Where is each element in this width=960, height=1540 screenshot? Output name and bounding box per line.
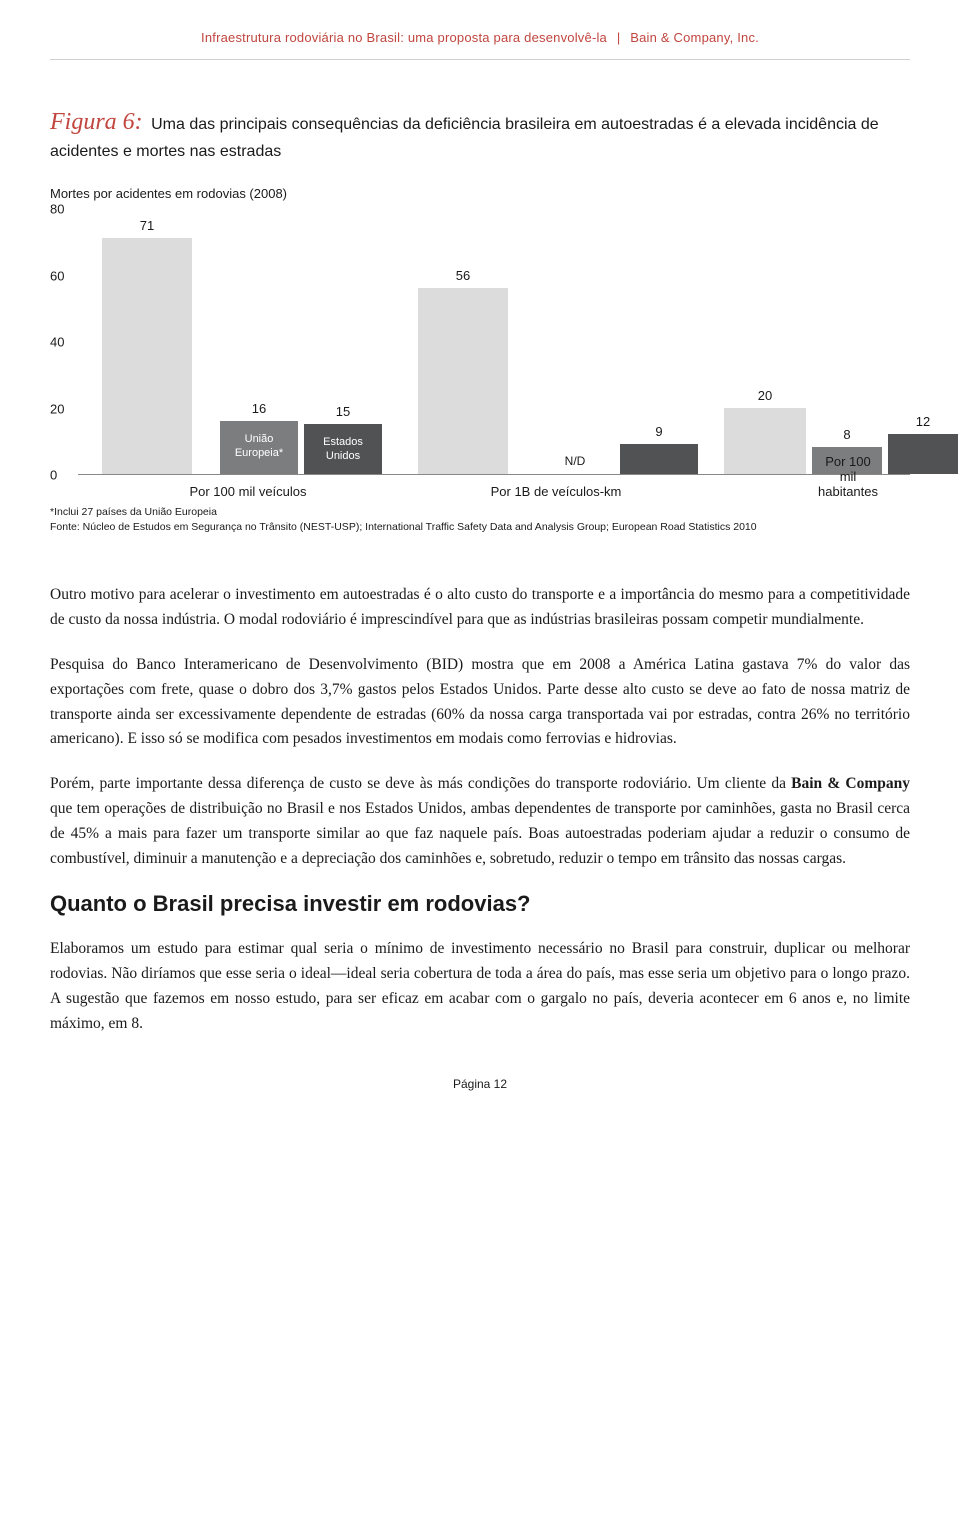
bar-inner-label: EstadosUnidos bbox=[304, 436, 382, 464]
bar-value: 15 bbox=[304, 404, 382, 419]
body-paragraph-1: Outro motivo para acelerar o investiment… bbox=[50, 583, 910, 633]
bar-value: 9 bbox=[620, 424, 698, 439]
bar-value: 16 bbox=[220, 401, 298, 416]
section-heading: Quanto o Brasil precisa investir em rodo… bbox=[50, 891, 910, 917]
body-paragraph-2: Pesquisa do Banco Interamericano de Dese… bbox=[50, 653, 910, 752]
page-number: Página 12 bbox=[50, 1077, 910, 1091]
p3-part-b: que tem operações de distribuição no Bra… bbox=[50, 800, 910, 867]
figure-caption: Figura 6: Uma das principais consequênci… bbox=[50, 104, 910, 164]
bar-value: 12 bbox=[888, 414, 958, 429]
header-title-left: Infraestrutura rodoviária no Brasil: uma… bbox=[201, 30, 607, 45]
header-separator: | bbox=[611, 30, 627, 45]
bar: 56 bbox=[418, 288, 508, 474]
chart-footnote: *Inclui 27 países da União Europeia Font… bbox=[50, 505, 910, 535]
p3-part-a: Porém, parte importante dessa diferença … bbox=[50, 775, 791, 792]
bar: 12 bbox=[888, 434, 958, 474]
header-rule bbox=[50, 59, 910, 60]
y-tick: 0 bbox=[50, 468, 57, 483]
bar: 16UniãoEuropeia* bbox=[220, 421, 298, 474]
body-paragraph-4: Elaboramos um estudo para estimar qual s… bbox=[50, 937, 910, 1036]
nd-label: N/D bbox=[565, 454, 586, 468]
y-tick: 60 bbox=[50, 268, 64, 283]
bar-inner-label: UniãoEuropeia* bbox=[220, 433, 298, 461]
group-label: Por 1B de veículos-km bbox=[491, 484, 622, 499]
bar-value: 20 bbox=[724, 388, 806, 403]
group-label: Por 100 mil habitantes bbox=[817, 454, 879, 499]
bar-value: 56 bbox=[418, 268, 508, 283]
bar: 20 bbox=[724, 408, 806, 475]
p3-bold: Bain & Company bbox=[791, 775, 910, 792]
bar: 71 bbox=[102, 238, 192, 474]
group-label: Por 100 mil veículos bbox=[189, 484, 306, 499]
y-tick: 80 bbox=[50, 202, 64, 217]
figure-number: Figura 6: bbox=[50, 109, 143, 135]
y-tick: 40 bbox=[50, 335, 64, 350]
figure-caption-text: Uma das principais consequências da defi… bbox=[50, 116, 879, 160]
header-title-right: Bain & Company, Inc. bbox=[630, 30, 759, 45]
chart-plot-area: Brasil7116UniãoEuropeia*15EstadosUnidos5… bbox=[78, 209, 910, 475]
chart: Brasil7116UniãoEuropeia*15EstadosUnidos5… bbox=[50, 209, 910, 499]
bar: 9 bbox=[620, 444, 698, 474]
bar-value: 8 bbox=[812, 427, 882, 442]
bar: 15EstadosUnidos bbox=[304, 424, 382, 474]
chart-subtitle: Mortes por acidentes em rodovias (2008) bbox=[50, 186, 910, 201]
body-paragraph-3: Porém, parte importante dessa diferença … bbox=[50, 772, 910, 871]
footnote-line-1: *Inclui 27 países da União Europeia bbox=[50, 505, 910, 520]
page-header: Infraestrutura rodoviária no Brasil: uma… bbox=[50, 30, 910, 59]
y-tick: 20 bbox=[50, 401, 64, 416]
footnote-line-2: Fonte: Núcleo de Estudos em Segurança no… bbox=[50, 520, 910, 535]
bar-value: 71 bbox=[102, 218, 192, 233]
